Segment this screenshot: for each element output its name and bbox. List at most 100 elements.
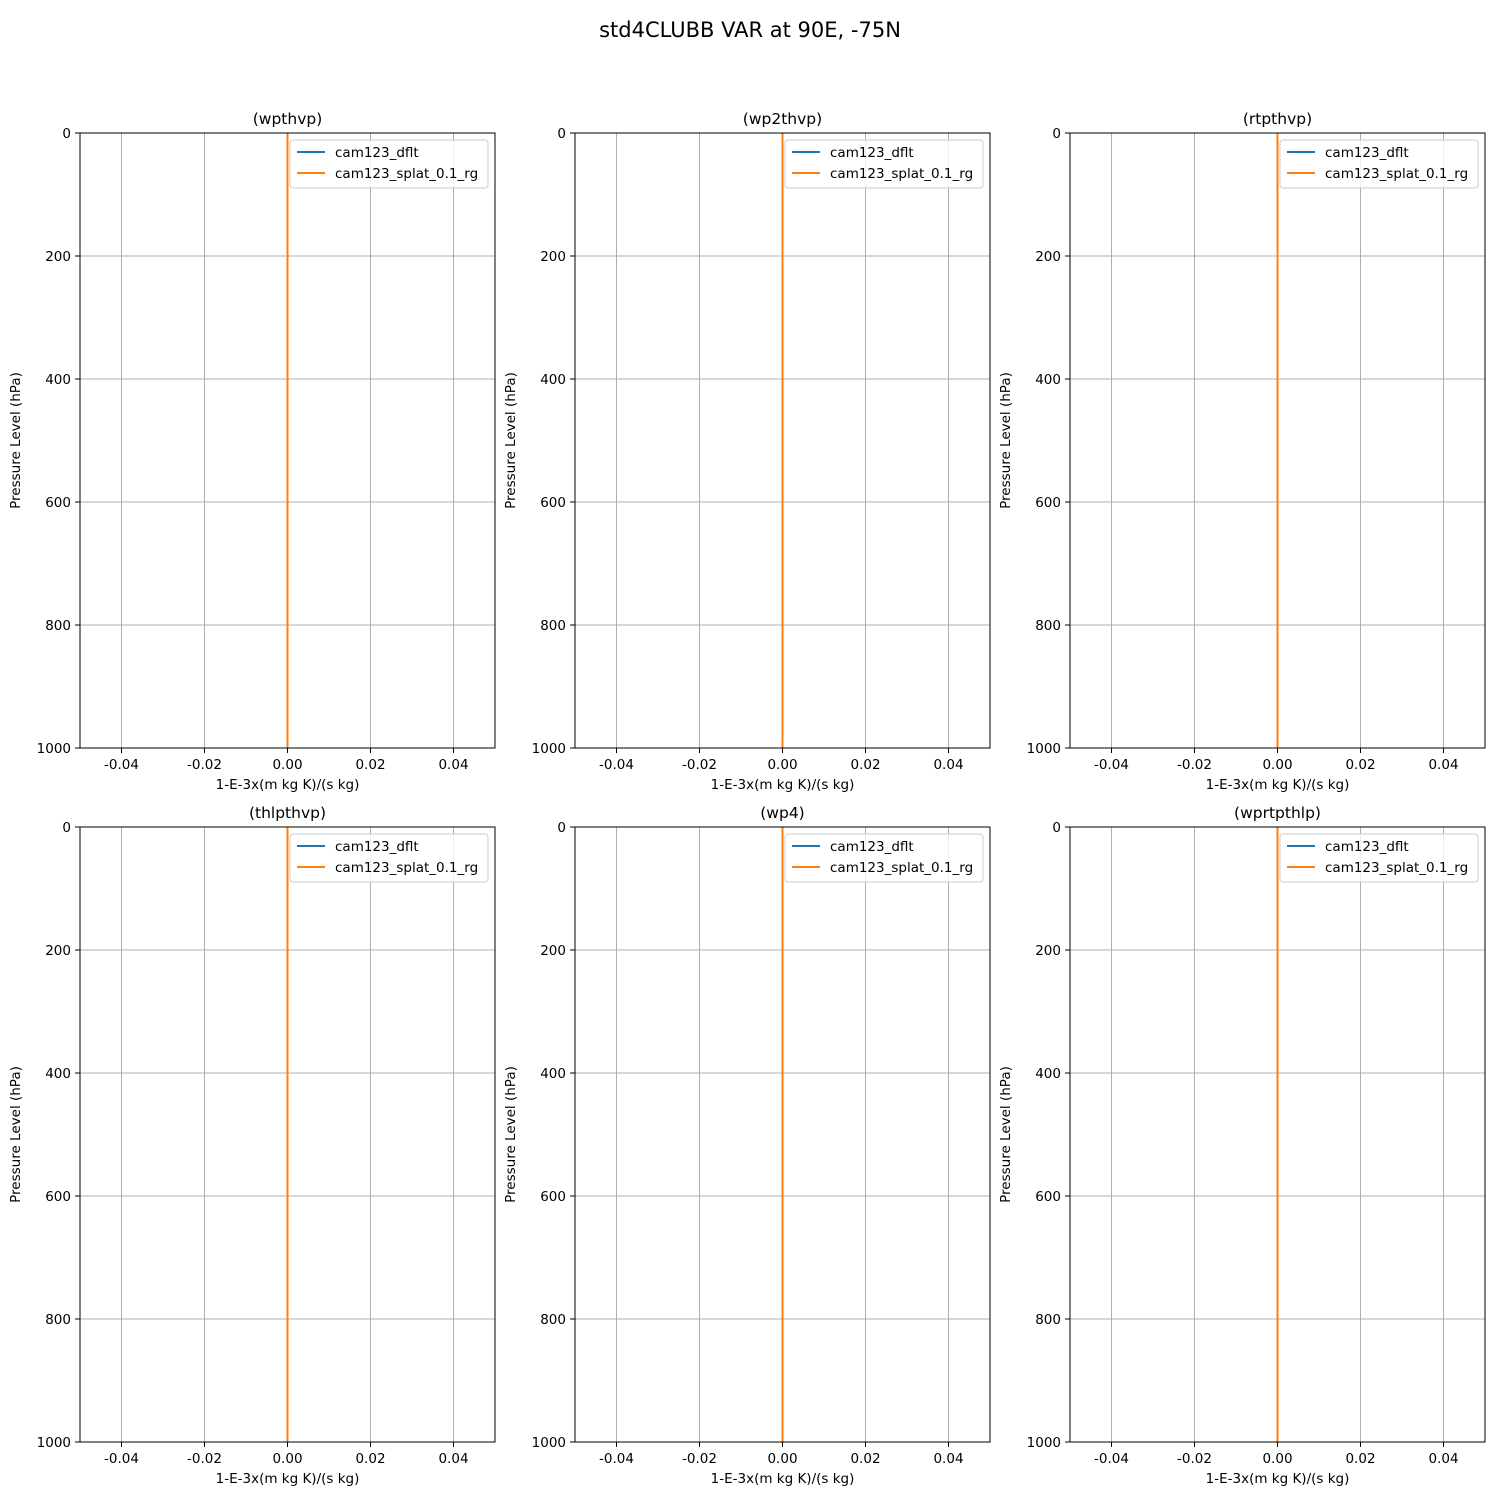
x-tick-label: 0.02	[1345, 757, 1375, 773]
x-tick-label: 0.04	[438, 757, 468, 773]
legend-box	[289, 139, 489, 189]
y-tick-label: 0	[62, 820, 71, 836]
x-tick-label: -0.02	[682, 1451, 717, 1467]
y-tick-label: 1000	[37, 741, 71, 757]
legend: cam123_dflt cam123_splat_0.1_rg	[1279, 833, 1479, 883]
y-tick-label: 400	[1035, 372, 1061, 388]
x-tick-label: 0.04	[1428, 757, 1458, 773]
legend-label-2: cam123_splat_0.1_rg	[1325, 860, 1468, 876]
legend-label-2: cam123_splat_0.1_rg	[830, 166, 973, 182]
subplot-1: -0.04 -0.02 0.00 0.02 0.04 0 200 400 600 800 1000 (…	[8, 110, 496, 793]
x-axis-label: 1-E-3x(m kg K)/(s kg)	[1206, 1471, 1350, 1487]
subplot-6: -0.04 -0.02 0.00 0.02 0.04 0 200 400 600 800 1000 (…	[998, 804, 1486, 1487]
x-axis-label: 1-E-3x(m kg K)/(s kg)	[216, 1471, 360, 1487]
y-tick-label: 1000	[532, 741, 566, 757]
x-tick-label: -0.02	[187, 757, 222, 773]
legend: cam123_dflt cam123_splat_0.1_rg	[289, 833, 489, 883]
x-tick-label: -0.02	[187, 1451, 222, 1467]
x-tick-label: -0.04	[599, 1451, 634, 1467]
y-tick-label: 200	[1035, 943, 1061, 959]
subplot-title: (thlpthvp)	[249, 804, 326, 822]
y-tick-label: 200	[45, 943, 71, 959]
x-tick-label: -0.02	[1177, 1451, 1212, 1467]
subplot-3: -0.04 -0.02 0.00 0.02 0.04 0 200 400 600 800 1000 (…	[998, 110, 1486, 793]
legend-label-1: cam123_dflt	[830, 145, 914, 161]
x-tick-label: 0.04	[933, 757, 963, 773]
axes-frame	[1069, 826, 1486, 1443]
x-tick-label: 0.00	[1262, 1451, 1292, 1467]
legend-box	[289, 833, 489, 883]
x-tick-label: -0.04	[104, 757, 139, 773]
y-tick-label: 200	[1035, 249, 1061, 265]
y-tick-label: 600	[45, 495, 71, 511]
legend-label-2: cam123_splat_0.1_rg	[830, 860, 973, 876]
x-tick-label: 0.00	[767, 1451, 797, 1467]
y-tick-label: 600	[45, 1189, 71, 1205]
y-tick-label: 0	[1052, 126, 1061, 142]
legend: cam123_dflt cam123_splat_0.1_rg	[289, 139, 489, 189]
x-tick-label: 0.00	[272, 757, 302, 773]
y-tick-label: 0	[557, 820, 566, 836]
y-tick-label: 1000	[37, 1435, 71, 1451]
x-axis-label: 1-E-3x(m kg K)/(s kg)	[216, 777, 360, 793]
x-tick-label: 0.02	[850, 757, 880, 773]
y-tick-label: 0	[1052, 820, 1061, 836]
subplot-title: (wp2thvp)	[743, 110, 822, 128]
x-tick-label: -0.02	[682, 757, 717, 773]
legend: cam123_dflt cam123_splat_0.1_rg	[784, 139, 984, 189]
y-axis-label: Pressure Level (hPa)	[998, 1066, 1014, 1203]
legend-label-1: cam123_dflt	[335, 145, 419, 161]
y-tick-label: 800	[1035, 1312, 1061, 1328]
y-tick-label: 800	[45, 1312, 71, 1328]
x-tick-label: -0.04	[104, 1451, 139, 1467]
y-tick-label: 600	[540, 495, 566, 511]
figure-title: std4CLUBB VAR at 90E, -75N	[599, 18, 901, 42]
y-tick-label: 1000	[1027, 1435, 1061, 1451]
y-tick-label: 0	[62, 126, 71, 142]
x-tick-label: 0.02	[1345, 1451, 1375, 1467]
subplot-2: -0.04 -0.02 0.00 0.02 0.04 0 200 400 600 800 1000 (…	[503, 110, 991, 793]
subplot-grid: -0.04 -0.02 0.00 0.02 0.04 0 200 400 600 800 1000 (…	[8, 110, 1486, 1487]
y-tick-label: 800	[540, 618, 566, 634]
legend-box	[1279, 139, 1479, 189]
x-tick-label: -0.04	[1094, 757, 1129, 773]
y-tick-label: 200	[45, 249, 71, 265]
y-tick-label: 400	[540, 1066, 566, 1082]
axes-frame	[1069, 132, 1486, 749]
axes-frame	[79, 826, 496, 1443]
x-tick-label: 0.04	[438, 1451, 468, 1467]
subplot-title: (rtpthvp)	[1243, 110, 1312, 128]
legend-label-2: cam123_splat_0.1_rg	[335, 860, 478, 876]
subplot-4: -0.04 -0.02 0.00 0.02 0.04 0 200 400 600 800 1000 (…	[8, 804, 496, 1487]
legend-label-1: cam123_dflt	[1325, 145, 1409, 161]
x-tick-label: -0.02	[1177, 757, 1212, 773]
axes-frame	[79, 132, 496, 749]
y-tick-label: 600	[1035, 495, 1061, 511]
y-tick-label: 1000	[532, 1435, 566, 1451]
y-tick-label: 400	[45, 372, 71, 388]
x-axis-label: 1-E-3x(m kg K)/(s kg)	[711, 777, 855, 793]
y-tick-label: 1000	[1027, 741, 1061, 757]
subplot-title: (wp4)	[760, 804, 804, 822]
y-axis-label: Pressure Level (hPa)	[503, 1066, 519, 1203]
x-tick-label: 0.00	[272, 1451, 302, 1467]
y-tick-label: 200	[540, 249, 566, 265]
y-tick-label: 400	[1035, 1066, 1061, 1082]
y-tick-label: 200	[540, 943, 566, 959]
axes-frame	[574, 826, 991, 1443]
x-tick-label: -0.04	[599, 757, 634, 773]
x-tick-label: 0.04	[1428, 1451, 1458, 1467]
x-axis-label: 1-E-3x(m kg K)/(s kg)	[1206, 777, 1350, 793]
legend: cam123_dflt cam123_splat_0.1_rg	[784, 833, 984, 883]
y-axis-label: Pressure Level (hPa)	[998, 372, 1014, 509]
x-tick-label: 0.00	[767, 757, 797, 773]
axes-frame	[574, 132, 991, 749]
legend: cam123_dflt cam123_splat_0.1_rg	[1279, 139, 1479, 189]
y-axis-label: Pressure Level (hPa)	[503, 372, 519, 509]
y-tick-label: 800	[1035, 618, 1061, 634]
x-tick-label: 0.00	[1262, 757, 1292, 773]
y-tick-label: 600	[1035, 1189, 1061, 1205]
y-tick-label: 800	[540, 1312, 566, 1328]
y-tick-label: 600	[540, 1189, 566, 1205]
